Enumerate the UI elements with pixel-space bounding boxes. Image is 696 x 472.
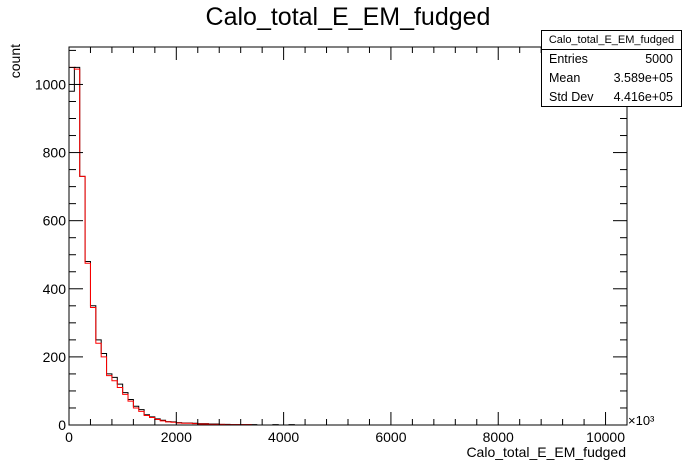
x-tick-label: 2000 [161, 429, 192, 445]
plot-frame [68, 46, 628, 426]
stats-mean-value: 3.589e+05 [613, 71, 673, 85]
y-tick-label: 0 [58, 417, 66, 433]
stats-mean-label: Mean [549, 71, 581, 85]
y-tick-label: 800 [43, 145, 67, 161]
x-tick-label: 4000 [268, 429, 299, 445]
stats-row-entries: Entries 5000 [542, 50, 681, 69]
y-tick-label: 1000 [35, 76, 66, 92]
x-tick-label: 6000 [375, 429, 406, 445]
y-axis-label: count [7, 44, 23, 78]
stats-stddev-value: 4.416e+05 [613, 90, 673, 104]
y-tick-label: 200 [43, 349, 67, 365]
histogram-series-0 [68, 66, 295, 426]
y-tick-label: 400 [43, 281, 67, 297]
y-tick-label: 600 [43, 213, 67, 229]
x-multiplier-label: ×10³ [628, 413, 655, 428]
stats-entries-label: Entries [549, 52, 588, 66]
chart-title: Calo_total_E_EM_fudged [205, 3, 491, 31]
stats-row-mean: Mean 3.589e+05 [542, 69, 681, 88]
x-tick-label: 0 [65, 429, 73, 445]
x-axis-label: Calo_total_E_EM_fudged [466, 444, 626, 460]
stats-stddev-label: Std Dev [549, 90, 594, 104]
x-tick-label: 10000 [586, 429, 625, 445]
x-tick-label: 8000 [483, 429, 514, 445]
stats-title: Calo_total_E_EM_fudged [542, 31, 681, 50]
stats-box: Calo_total_E_EM_fudged Entries 5000 Mean… [541, 30, 682, 107]
histogram-series-1 [68, 66, 295, 426]
stats-entries-value: 5000 [645, 52, 673, 66]
stats-row-stddev: Std Dev 4.416e+05 [542, 88, 681, 107]
